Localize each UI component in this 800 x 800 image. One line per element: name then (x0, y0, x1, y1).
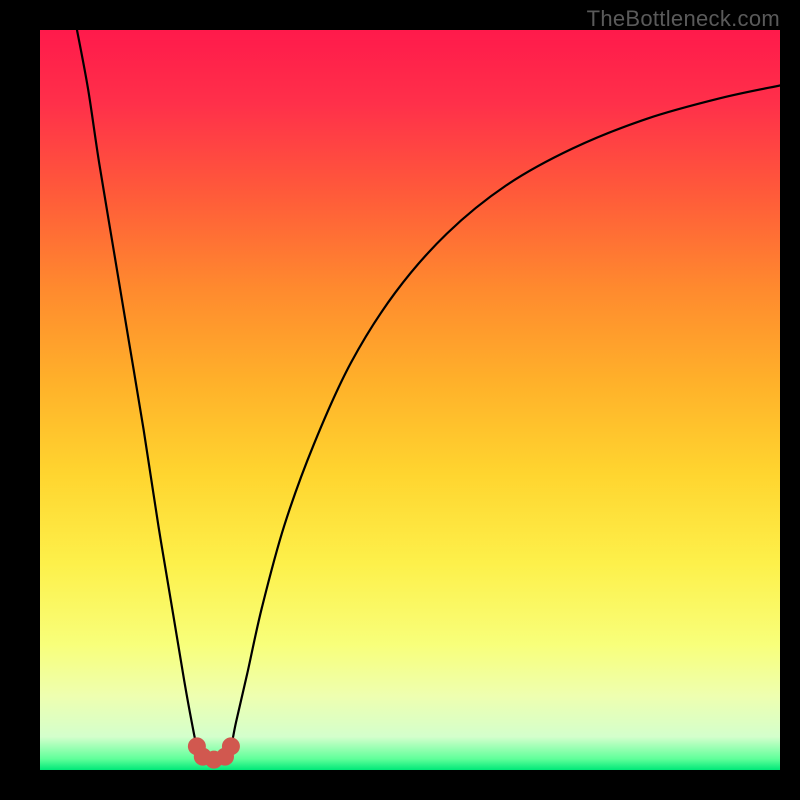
chart-background (40, 30, 780, 770)
valley-marker (222, 737, 240, 755)
bottleneck-chart (40, 30, 780, 770)
watermark-text: TheBottleneck.com (587, 6, 780, 32)
chart-svg (40, 30, 780, 770)
